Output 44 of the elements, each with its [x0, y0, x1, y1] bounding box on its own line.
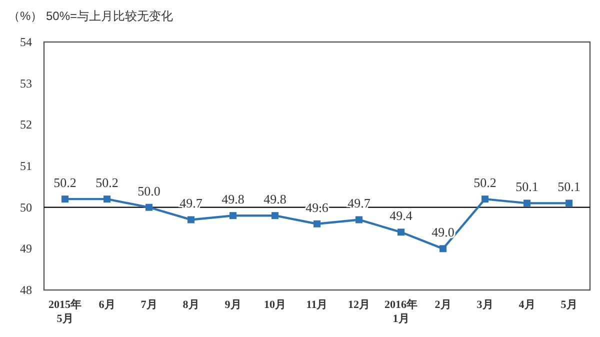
point [356, 216, 362, 224]
point [62, 196, 68, 203]
point [440, 245, 446, 252]
x-tick-label: 10月 [264, 299, 286, 311]
point [188, 216, 194, 224]
point [398, 228, 404, 236]
data-label: 50.2 [96, 175, 118, 190]
point [272, 212, 278, 220]
point [230, 212, 236, 220]
data-label: 50.2 [54, 175, 76, 190]
data-label: 49.8 [264, 192, 286, 207]
text: （%） 50%=与上月比较无变化 [8, 9, 174, 23]
x-tick-label: 2016年 1月 [384, 298, 418, 325]
x-tick-label: 5月 [560, 299, 578, 311]
data-label: 49.4 [390, 208, 413, 224]
x-tick-label: 6月 [98, 299, 116, 311]
data-label: 50.0 [138, 183, 160, 198]
point [524, 200, 530, 207]
x-tick-label: 4月 [518, 299, 536, 311]
x-tick-label: 2015年 5月 [48, 298, 82, 325]
data-label: 49.0 [432, 224, 454, 240]
x-tick-label: 2月 [434, 299, 452, 311]
y-tick-label: 51 [20, 159, 32, 173]
point [482, 196, 488, 203]
data-label: 50.1 [516, 179, 538, 194]
x-tick-label: 8月 [182, 299, 200, 311]
y-tick-label: 50 [20, 200, 32, 214]
point [566, 200, 572, 207]
point [146, 204, 152, 211]
y-tick-label: 54 [20, 35, 32, 49]
x-tick-label: 3月 [476, 299, 494, 311]
point [104, 196, 110, 203]
y-tick-label: 49 [20, 242, 32, 256]
point [314, 220, 320, 228]
x-tick-label: 11月 [306, 299, 328, 311]
data-label: 49.8 [222, 192, 244, 207]
y-tick-label: 52 [20, 118, 32, 132]
x-tick-label: 12月 [348, 299, 370, 311]
x-tick-label: 9月 [224, 299, 242, 311]
data-label: 50.1 [558, 179, 580, 194]
y-tick-label: 53 [20, 76, 32, 90]
x-tick-label: 7月 [140, 299, 158, 311]
data-label: 50.2 [474, 175, 496, 190]
y-tick-label: 48 [20, 283, 32, 297]
